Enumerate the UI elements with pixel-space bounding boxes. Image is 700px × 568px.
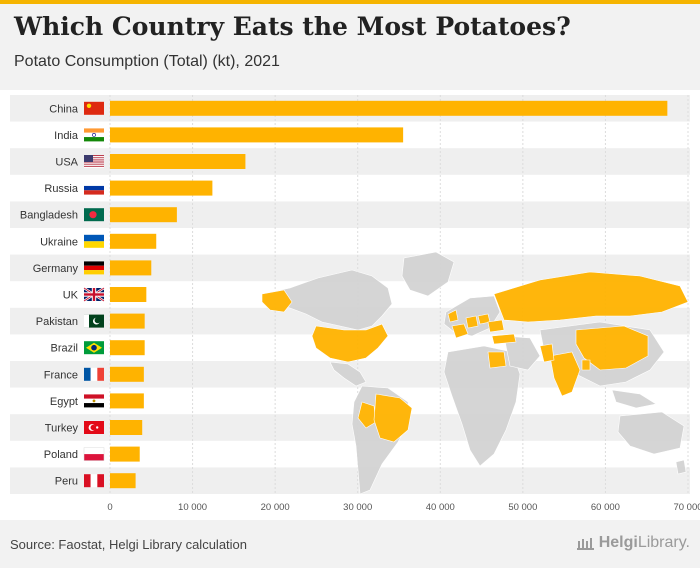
bar-usa [110,154,246,169]
category-label: Brazil [50,343,78,355]
map-africa [443,345,521,467]
logo-text-rest: Library. [637,534,690,551]
poland-flag [83,447,105,461]
logo-text-bold: Helgi [598,534,638,551]
bar-france [110,366,144,382]
category-label: Ukraine [40,236,78,248]
map-uk [447,309,459,323]
category-label: Peru [55,476,78,488]
brazil-flag [84,341,104,355]
flags [83,101,105,488]
france-flag [84,367,104,381]
map-france [451,323,469,339]
x-tick-label: 70 000 [673,502,700,513]
x-tick-label: 50 000 [508,502,537,513]
source-note: Source: Faostat, Helgi Library calculati… [10,537,248,552]
category-label: China [49,103,79,115]
uk-flag [83,286,105,303]
map-usa [311,323,389,363]
peru-flag [84,474,104,488]
bar-india [110,127,404,143]
category-label: Egypt [50,396,78,408]
bar-turkey [110,420,143,435]
map-australia [617,411,685,455]
map-egypt [487,351,507,369]
category-label: Germany [33,263,79,275]
helgi-library-logo: HelgiLibrary. [576,534,690,552]
x-tick-label: 60 000 [591,502,620,513]
bar-egypt [110,393,144,409]
map-china [575,325,649,371]
x-tick-label: 20 000 [261,502,290,513]
bar-ukraine [110,233,157,249]
map-greenland [401,251,455,297]
bar-russia [110,180,213,196]
x-tick-label: 0 [107,502,112,513]
russia-flag [84,181,104,195]
bar-bangladesh [110,207,177,223]
egypt-flag [84,394,104,408]
india-flag [84,128,104,142]
world-map [261,251,689,495]
x-axis-ticks: 0 10 000 20 000 30 000 40 000 50 000 60 000 70 … [107,502,700,513]
usa-flag [84,155,104,168]
bar-china [110,100,668,116]
category-label: Pakistan [36,316,78,328]
category-label: Bangladesh [20,210,78,222]
category-label: Poland [44,449,78,461]
china-flag [84,101,104,115]
map-north-america [261,269,393,331]
category-label: France [44,369,78,381]
bar-peru [110,473,136,489]
map-indonesia [611,389,657,409]
category-label: Turkey [45,423,79,435]
map-peru [357,401,377,429]
map-turkey [491,333,517,345]
bangladesh-flag [84,208,104,222]
turkey-flag [84,421,104,434]
bar-brazil [110,340,145,356]
category-label: Russia [44,183,79,195]
category-label: UK [63,290,79,302]
category-label: India [54,130,79,142]
map-middle-east [503,335,541,371]
x-tick-label: 30 000 [343,502,372,513]
ukraine-flag [84,234,104,248]
map-russia [493,271,689,323]
map-germany [465,315,479,329]
chart-title: Which Country Eats the Most Potatoes? [14,12,571,41]
map-pakistan [539,343,555,363]
map-india [549,351,581,397]
x-tick-label: 40 000 [426,502,455,513]
category-label: USA [55,157,78,169]
map-bangladesh [581,359,591,371]
bar-poland [110,446,140,462]
x-tick-label: 10 000 [178,502,207,513]
map-usa-alaska [261,289,293,313]
map-brazil [373,393,413,443]
library-building-icon [576,538,594,550]
map-new-zealand [675,459,687,475]
germany-flag [84,261,104,275]
top-accent-bar [0,0,700,4]
bars [110,100,668,489]
bar-chart: China India USA Russia Bangladesh Ukraine Germ… [10,95,700,513]
category-labels: China India USA Russia Bangladesh Ukraine Germ… [20,103,79,487]
bar-germany [110,260,152,276]
pakistan-flag [84,314,104,328]
chart-subtitle: Potato Consumption (Total) (kt), 2021 [14,53,280,70]
map-mexico [329,361,367,387]
map-ukraine [487,319,505,333]
bar-uk [110,287,147,302]
chart-area: China India USA Russia Bangladesh Ukraine Germ… [0,90,700,520]
bar-pakistan [110,313,145,329]
